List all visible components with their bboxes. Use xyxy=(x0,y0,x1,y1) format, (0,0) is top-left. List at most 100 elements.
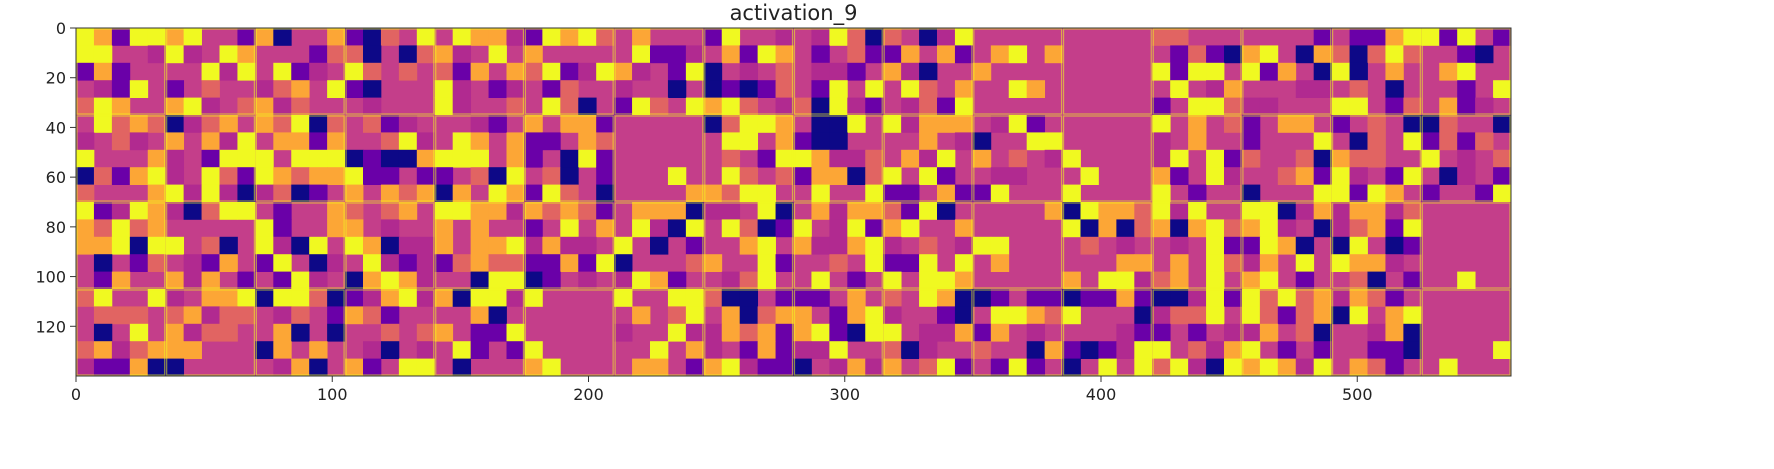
heatmap-cell xyxy=(919,167,938,185)
heatmap-cell xyxy=(596,184,615,203)
heatmap-cell xyxy=(1188,341,1207,359)
heatmap-cell xyxy=(273,358,292,376)
heatmap-cell xyxy=(811,236,830,255)
heatmap-cell xyxy=(1224,358,1243,376)
heatmap-tile xyxy=(614,28,705,116)
heatmap-cell xyxy=(452,254,472,272)
heatmap-cell xyxy=(1385,62,1404,81)
heatmap-cell xyxy=(524,202,543,220)
heatmap-cell xyxy=(327,289,346,307)
heatmap-cell xyxy=(309,184,328,203)
heatmap-cell xyxy=(954,254,974,272)
axes-frame xyxy=(75,27,1512,377)
heatmap-cell xyxy=(919,358,938,376)
tile-border xyxy=(255,115,345,202)
heatmap-cell xyxy=(1295,254,1315,272)
heatmap-cell xyxy=(1224,115,1243,133)
heatmap-cell xyxy=(470,323,489,342)
heatmap-cell xyxy=(380,167,400,185)
heatmap-cell xyxy=(1241,219,1261,238)
heatmap-cell xyxy=(1349,254,1368,272)
heatmap-cell xyxy=(919,115,938,133)
heatmap-cell xyxy=(1295,289,1315,307)
heatmap-cell xyxy=(93,115,113,133)
tile-border xyxy=(435,202,525,289)
heatmap-cell xyxy=(165,306,185,325)
heatmap-cell xyxy=(1277,115,1297,133)
heatmap-cell xyxy=(1116,219,1135,238)
heatmap-tile xyxy=(703,202,794,290)
heatmap-cell xyxy=(93,271,113,290)
heatmap-cell xyxy=(1080,167,1099,185)
heatmap-cell xyxy=(1134,358,1153,376)
tile-border xyxy=(1062,289,1152,376)
heatmap-cell xyxy=(291,62,310,81)
heatmap-cell xyxy=(345,45,364,64)
heatmap-cell xyxy=(703,254,723,272)
heatmap-cell xyxy=(685,62,705,81)
heatmap-cell xyxy=(470,341,489,359)
heatmap-cell xyxy=(363,80,382,98)
heatmap-cell xyxy=(793,306,812,325)
heatmap-cell xyxy=(380,202,400,220)
tile-border xyxy=(793,28,883,115)
heatmap-cell xyxy=(416,271,436,290)
heatmap-cell xyxy=(1224,289,1243,307)
heatmap-cell xyxy=(398,149,418,168)
heatmap-tile xyxy=(1062,202,1153,290)
heatmap-cell xyxy=(183,323,202,342)
heatmap-cell xyxy=(685,289,705,307)
heatmap-cell xyxy=(1206,97,1225,116)
heatmap-tile xyxy=(793,202,884,290)
heatmap-cell xyxy=(398,358,418,376)
heatmap-cell xyxy=(434,45,454,64)
heatmap-cell xyxy=(76,184,95,203)
heatmap-cell xyxy=(578,271,597,290)
heatmap-cell xyxy=(1367,323,1386,342)
heatmap-cell xyxy=(434,149,454,168)
heatmap-cell xyxy=(596,132,615,151)
heatmap-cell xyxy=(452,97,472,116)
heatmap-cell xyxy=(1259,254,1279,272)
heatmap-cell xyxy=(1349,97,1368,116)
heatmap-cell xyxy=(363,149,382,168)
heatmap-cell xyxy=(1385,80,1404,98)
heatmap-cell xyxy=(1134,323,1153,342)
heatmap-cell xyxy=(542,184,561,203)
heatmap-cell xyxy=(1493,115,1511,133)
heatmap-cell xyxy=(1062,306,1081,325)
heatmap-cell xyxy=(1457,132,1476,151)
heatmap-cell xyxy=(775,149,794,168)
heatmap-cell xyxy=(1331,236,1350,255)
heatmap-cell xyxy=(1188,97,1207,116)
heatmap-cell xyxy=(1349,132,1368,151)
heatmap-cell xyxy=(1385,97,1404,116)
heatmap-cell xyxy=(1259,62,1279,81)
tile-border xyxy=(973,289,1063,376)
heatmap-cell xyxy=(1026,132,1046,151)
heatmap-cell xyxy=(1367,254,1386,272)
heatmap-cell xyxy=(506,132,525,151)
heatmap-cell xyxy=(542,167,561,185)
heatmap-cell xyxy=(560,167,579,185)
heatmap-cell xyxy=(345,306,364,325)
heatmap-cell xyxy=(1385,219,1404,238)
heatmap-cell xyxy=(1224,219,1243,238)
heatmap-cell xyxy=(1259,219,1279,238)
heatmap-cell xyxy=(578,132,597,151)
heatmap-cell xyxy=(829,323,848,342)
heatmap-cell xyxy=(1098,202,1117,220)
heatmap-cell xyxy=(1439,97,1458,116)
heatmap-cell xyxy=(650,202,669,220)
heatmap-cell xyxy=(685,184,705,203)
tile-border xyxy=(883,289,973,376)
heatmap-cell xyxy=(255,167,274,185)
heatmap-cell xyxy=(147,341,167,359)
heatmap-cell xyxy=(111,167,131,185)
heatmap-cell xyxy=(416,149,436,168)
heatmap-cell xyxy=(1403,341,1422,359)
heatmap-cell xyxy=(1277,306,1297,325)
heatmap-cell xyxy=(524,358,543,376)
heatmap-cell xyxy=(470,132,489,151)
heatmap-cell xyxy=(1439,167,1458,185)
